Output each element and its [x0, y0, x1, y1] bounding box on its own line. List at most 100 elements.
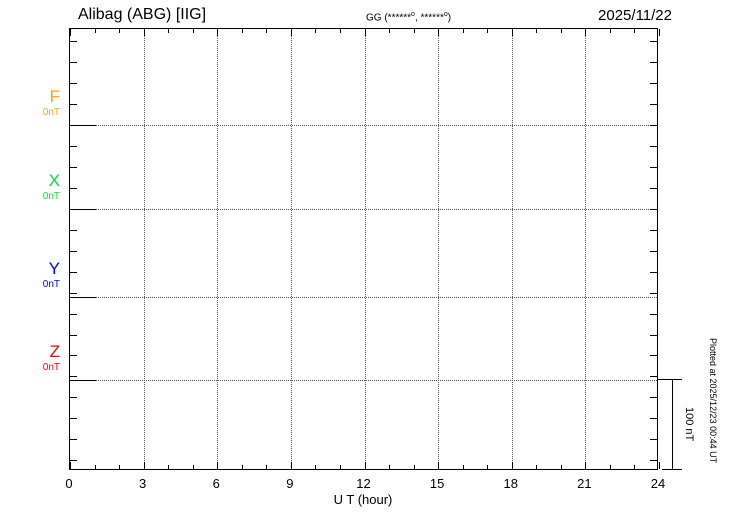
y-axis-tick-left	[70, 62, 77, 64]
y-axis-tick-left	[70, 376, 77, 378]
x-axis-minor-tick-bottom	[487, 465, 489, 469]
vertical-gridline	[511, 29, 513, 469]
x-axis-minor-tick-bottom	[462, 465, 464, 469]
scale-bar-label: 100 nT	[683, 407, 695, 442]
y-axis-tick-right	[650, 104, 657, 106]
x-axis-tick-label: 6	[212, 476, 220, 491]
component-value-f: 0nT	[42, 107, 60, 118]
y-axis-tick-right	[650, 208, 657, 210]
degree-symbol-lon: o	[443, 11, 448, 18]
y-axis-tick-right	[650, 62, 657, 64]
y-axis-tick-right	[650, 41, 657, 43]
x-axis-major-tick-bottom	[659, 462, 660, 469]
y-axis-tick-right	[650, 292, 657, 294]
x-axis-major-tick-top	[438, 29, 440, 36]
y-axis-tick-right	[650, 271, 657, 273]
y-axis-tick-left	[70, 439, 77, 441]
x-axis-minor-tick-bottom	[241, 465, 243, 469]
baseline-gridline-z	[70, 380, 657, 381]
x-axis-major-tick-bottom	[364, 462, 366, 469]
x-axis-tick-label: 15	[429, 476, 445, 491]
x-axis-tick-label: 21	[577, 476, 592, 491]
coords-longitude: ******	[420, 12, 444, 24]
x-axis-minor-tick-bottom	[266, 465, 268, 469]
y-axis-tick-right	[650, 334, 657, 336]
x-axis-major-tick-bottom	[511, 462, 513, 469]
baseline-stub-x	[70, 209, 96, 210]
y-axis-tick-right	[650, 229, 657, 231]
baseline-gridline-y	[70, 297, 657, 298]
coords-suffix: )	[447, 12, 452, 24]
y-axis-tick-left	[70, 145, 77, 147]
y-axis-tick-left	[70, 187, 77, 189]
x-axis-minor-tick-top	[560, 29, 562, 33]
x-axis-minor-tick-top	[94, 29, 96, 33]
plot-area	[69, 28, 660, 470]
y-axis-tick-left	[70, 418, 77, 420]
y-axis-tick-left	[70, 292, 77, 294]
scale-bar-cap-bottom	[662, 469, 682, 470]
x-axis-minor-tick-bottom	[192, 465, 194, 469]
y-axis-tick-left	[70, 334, 77, 336]
x-axis-minor-tick-top	[634, 29, 636, 33]
y-axis-tick-right	[650, 145, 657, 147]
baseline-gridline-x	[70, 209, 657, 210]
component-label-z: Z 0nT	[14, 343, 60, 374]
y-axis-tick-right	[650, 439, 657, 441]
x-axis-major-tick-bottom	[290, 462, 292, 469]
baseline-gridline-f	[70, 125, 657, 126]
x-axis-major-tick-top	[290, 29, 292, 36]
y-axis-tick-left	[70, 41, 77, 43]
x-axis-major-tick-top	[659, 29, 660, 36]
y-axis-tick-left	[70, 250, 77, 252]
x-axis-minor-tick-bottom	[536, 465, 538, 469]
y-axis-tick-right	[650, 250, 657, 252]
x-axis-minor-tick-top	[266, 29, 268, 33]
vertical-gridline	[290, 29, 292, 469]
x-axis-minor-tick-top	[487, 29, 489, 33]
x-axis-major-tick-top	[70, 29, 71, 36]
y-axis-tick-left	[70, 83, 77, 85]
y-axis-tick-left	[70, 104, 77, 106]
baseline-stub-y	[70, 297, 96, 298]
x-axis-minor-tick-bottom	[339, 465, 341, 469]
y-axis-tick-left	[70, 229, 77, 231]
x-axis-major-tick-bottom	[70, 462, 71, 469]
y-axis-tick-right	[650, 397, 657, 399]
component-label-y: Y 0nT	[14, 260, 60, 291]
x-axis-minor-tick-top	[315, 29, 317, 33]
component-value-x: 0nT	[42, 191, 60, 202]
vertical-gridline	[143, 29, 145, 469]
vertical-gridline	[364, 29, 366, 469]
x-axis-major-tick-bottom	[217, 462, 219, 469]
component-letter-x: X	[48, 171, 60, 190]
x-axis-minor-tick-top	[609, 29, 611, 33]
baseline-stub-f	[70, 125, 96, 126]
y-axis-tick-right	[650, 313, 657, 315]
y-axis-tick-left	[70, 166, 77, 168]
y-axis-tick-left	[70, 355, 77, 357]
vertical-gridline	[217, 29, 219, 469]
x-axis-minor-tick-top	[241, 29, 243, 33]
component-letter-y: Y	[48, 259, 60, 278]
x-axis-minor-tick-top	[536, 29, 538, 33]
x-axis-minor-tick-bottom	[119, 465, 121, 469]
component-label-x: X 0nT	[14, 172, 60, 203]
y-axis-tick-right	[650, 355, 657, 357]
scale-bar-line	[672, 379, 673, 470]
x-axis-minor-tick-bottom	[389, 465, 391, 469]
component-value-y: 0nT	[42, 279, 60, 290]
component-value-z: 0nT	[42, 362, 60, 373]
coords-prefix: GG (	[366, 12, 388, 24]
y-axis-tick-left	[70, 313, 77, 315]
x-axis-major-tick-top	[217, 29, 219, 36]
x-axis-tick-label: 0	[65, 476, 73, 491]
x-axis-minor-tick-top	[389, 29, 391, 33]
x-axis-major-tick-bottom	[143, 462, 145, 469]
scale-bar-cap-top	[662, 379, 682, 380]
x-axis-tick-label: 18	[503, 476, 518, 491]
y-axis-tick-right	[650, 376, 657, 378]
baseline-stub-z	[70, 380, 96, 381]
x-axis-minor-tick-bottom	[94, 465, 96, 469]
x-axis-minor-tick-top	[119, 29, 121, 33]
